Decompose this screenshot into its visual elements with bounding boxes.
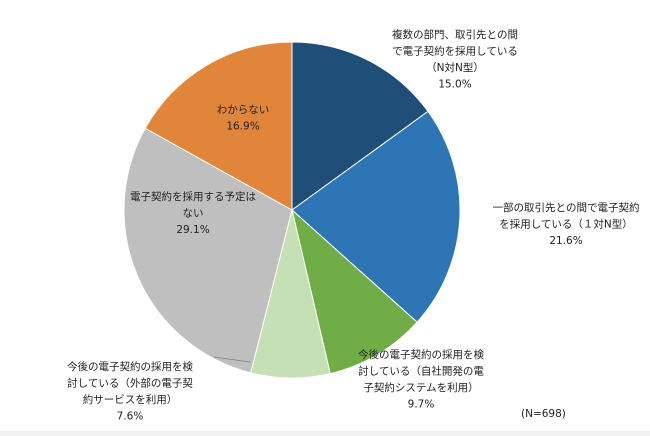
slice-label-3-line-2: 討している（自社開発の電: [358, 365, 484, 378]
pie-slice-2: [291, 110, 461, 323]
slice-label-2-line-2: を採用している（１対N型）: [499, 218, 633, 231]
slice-label-3-line-3: 子契約システムを利用）: [363, 381, 478, 394]
slice-value-label-4: 7.6%: [117, 411, 144, 423]
slice-value-label-2: 21.6%: [549, 235, 582, 247]
pie-slice-3: [291, 208, 418, 375]
slice-label-5-line-1: 電子契約を採用する予定は: [130, 190, 256, 203]
slice-label-1-line-2: で電子契約を採用している: [392, 45, 518, 58]
slice-label-2-line-1: 一部の取引先との間で電子契約: [493, 201, 640, 214]
slice-label-4-line-3: 約サービスを利用）: [83, 393, 178, 406]
slice-label-1-line-1: 複数の部門、取引先との間: [392, 28, 518, 41]
pie-slice-1: [291, 41, 429, 211]
slice-label-6-line-1: わからない: [217, 104, 270, 116]
sample-size-note: (N=698): [521, 408, 566, 420]
slice-label-1-line-3: （N対N型）: [426, 61, 484, 74]
pie-slices: [123, 41, 461, 379]
slice-label-4-line-2: 討している（外部の電子契: [67, 377, 193, 390]
slice-value-label-1: 15.0%: [438, 79, 471, 91]
slice-value-label-5: 29.1%: [176, 224, 209, 236]
pie-slice-5: [123, 127, 293, 374]
slice-value-label-6: 16.9%: [226, 121, 259, 133]
slice-label-5-line-2: ない: [183, 208, 204, 220]
slice-value-label-3: 9.7%: [408, 399, 435, 411]
bottom-divider: [0, 431, 650, 436]
slice-label-4-line-1: 今後の電子契約の採用を検: [67, 360, 193, 373]
pie-slice-6: [144, 41, 293, 211]
leader-line-slice-4: [213, 356, 251, 363]
leader-lines: [213, 356, 251, 363]
slice-label-3-line-1: 今後の電子契約の採用を検: [358, 348, 484, 361]
